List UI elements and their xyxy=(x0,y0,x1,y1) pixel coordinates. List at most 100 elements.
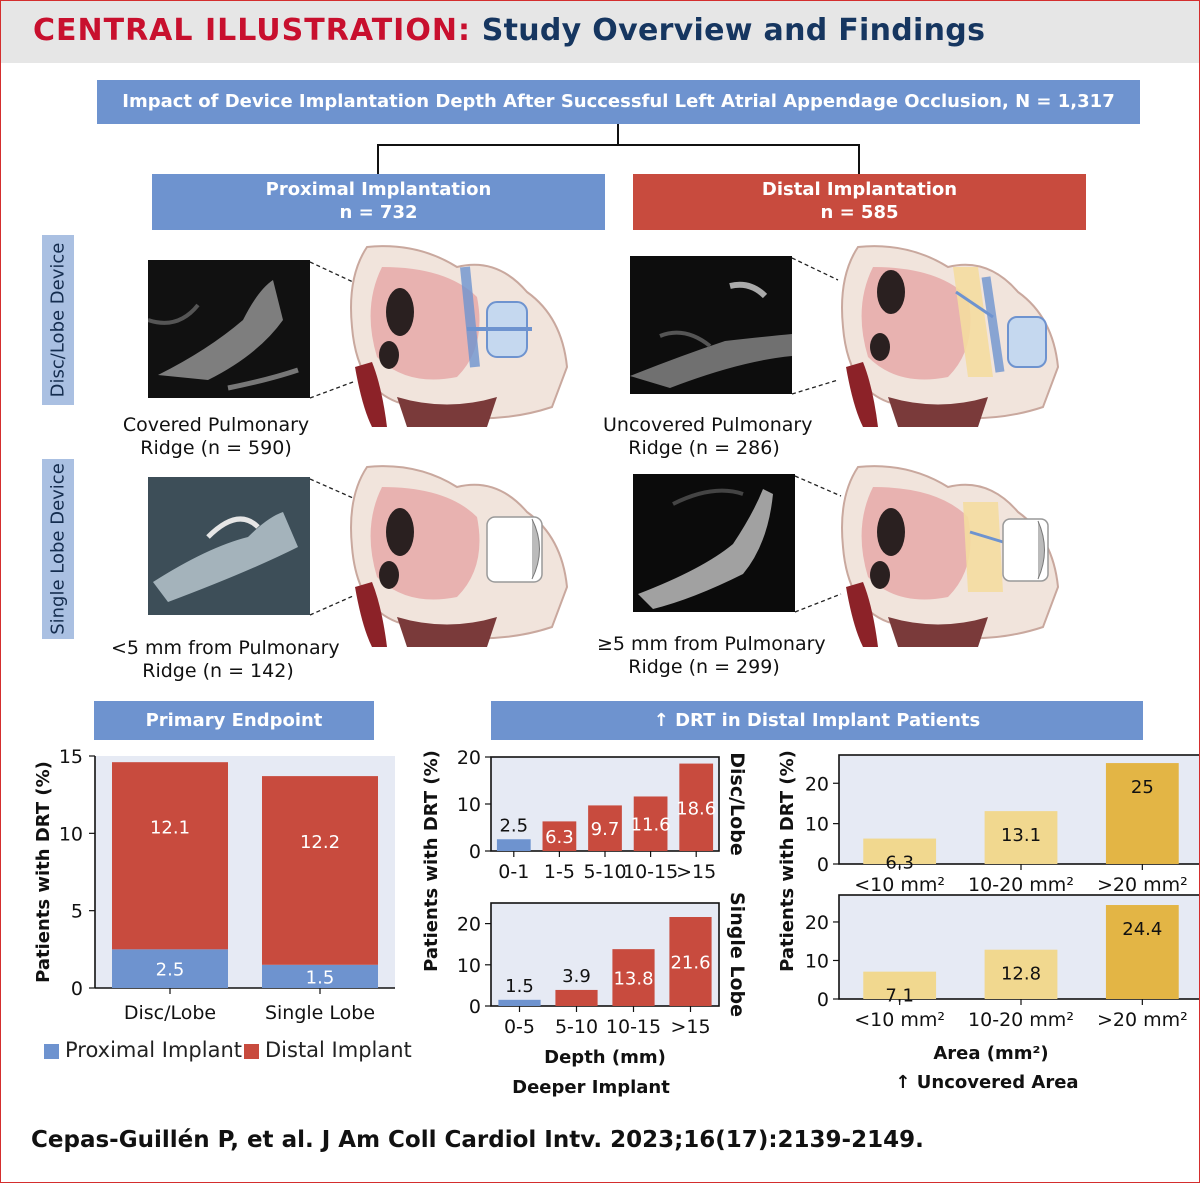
caption-lt5mm: <5 mm from Pulmonary Ridge (n = 142) xyxy=(111,637,340,683)
x-tick-label: >20 mm² xyxy=(1097,874,1188,896)
y-tick-label: 5 xyxy=(71,901,83,923)
x-axis-label: Depth (mm) xyxy=(544,1047,666,1068)
proximal-group-box: Proximal Implantation n = 732 xyxy=(152,174,605,230)
x-tick-label: 10-15 xyxy=(623,861,678,883)
caption-line: ≥5 mm from Pulmonary xyxy=(597,633,826,655)
data-label: 6.3 xyxy=(885,853,914,874)
y-tick-label: 10 xyxy=(805,814,829,836)
legend-swatch-distal xyxy=(244,1043,259,1059)
connector-vertical-top xyxy=(617,124,619,146)
heart-cross-section-illustration xyxy=(350,245,569,427)
y-tick-label: 0 xyxy=(469,841,481,863)
citation: Cepas-Guillén P, et al. J Am Coll Cardio… xyxy=(31,1127,924,1153)
legend-label-distal: Distal Implant xyxy=(265,1038,412,1062)
x-tick-label: <10 mm² xyxy=(854,1009,945,1031)
bar xyxy=(863,838,937,864)
caption-uncovered-ridge: Uncovered Pulmonary Ridge (n = 286) xyxy=(603,414,813,460)
depth-disc-lobe-chart: 0 10 20 2.5 0-1 6.3 1-5 9.7 5-10 11.6 10-15 18.6 >15… xyxy=(457,747,748,883)
data-label: 3.9 xyxy=(562,966,591,987)
data-label: 1.5 xyxy=(306,967,335,988)
bar xyxy=(679,763,714,851)
bar xyxy=(984,811,1058,864)
y-axis-label: Patients with DRT (%) xyxy=(33,761,54,983)
distal-group-title: Distal Implantation xyxy=(761,179,958,200)
y-tick-label: 10 xyxy=(805,950,829,972)
x-tick-label: >20 mm² xyxy=(1097,1009,1188,1031)
echocardiogram-image xyxy=(633,474,795,612)
y-tick-label: 10 xyxy=(457,794,481,816)
y-tick-label: 0 xyxy=(71,978,83,1000)
echocardiogram-image xyxy=(148,260,310,398)
bar xyxy=(498,999,541,1006)
x-axis-label: Area (mm²) xyxy=(933,1043,1048,1064)
x-axis-sublabel: ↑ Uncovered Area xyxy=(895,1072,1078,1093)
echocardiogram-image xyxy=(630,256,792,394)
title-prefix: CENTRAL ILLUSTRATION: xyxy=(33,13,471,48)
x-tick-label: <10 mm² xyxy=(854,874,945,896)
bar xyxy=(262,964,378,988)
heart-cross-section-illustration xyxy=(841,245,1060,427)
data-label: 2.5 xyxy=(156,960,185,981)
legend-proximal: Proximal Implant xyxy=(44,1038,242,1062)
heart-cross-section-illustration xyxy=(350,465,569,647)
data-label: 21.6 xyxy=(670,953,710,974)
panel-label: Single Lobe xyxy=(726,892,748,1017)
caption-line: Covered Pulmonary xyxy=(122,414,310,436)
echocardiogram-image xyxy=(148,477,310,615)
y-tick-label: 20 xyxy=(457,914,481,936)
side-label-disc-lobe: Disc/Lobe Device xyxy=(42,235,74,405)
proximal-group-n: n = 732 xyxy=(339,202,418,223)
y-tick-label: 15 xyxy=(59,746,83,768)
page-title: CENTRAL ILLUSTRATION: Study Overview and… xyxy=(33,13,985,48)
side-label-single-lobe: Single Lobe Device xyxy=(42,459,74,639)
bar xyxy=(633,796,668,851)
bar xyxy=(1105,905,1179,999)
x-tick-label: Disc/Lobe xyxy=(124,1002,216,1024)
bar xyxy=(112,762,228,950)
y-axis-label: Patients with DRT (%) xyxy=(421,750,442,972)
distal-group-box: Distal Implantation n = 585 xyxy=(633,174,1086,230)
x-tick-label: 10-20 mm² xyxy=(968,874,1074,896)
y-tick-label: 20 xyxy=(805,773,829,795)
heart-cross-section-illustration xyxy=(841,465,1060,647)
depth-single-lobe-chart: 0 10 20 1.5 0-5 3.9 5-10 13.8 10-15 21.6 >15 Single… xyxy=(421,750,748,1098)
data-label: 7.1 xyxy=(885,986,914,1007)
legend-label-proximal: Proximal Implant xyxy=(65,1038,242,1062)
bar xyxy=(542,821,577,851)
bar xyxy=(1105,763,1179,864)
x-tick-label: >15 xyxy=(670,1016,710,1038)
caption-line: <5 mm from Pulmonary xyxy=(111,637,340,659)
dashed-connectors xyxy=(309,257,842,616)
x-tick-label: 0-5 xyxy=(504,1016,535,1038)
bar xyxy=(262,776,378,965)
x-tick-label: 5-10 xyxy=(555,1016,598,1038)
connector-right xyxy=(858,144,860,174)
data-label: 11.6 xyxy=(631,815,671,836)
y-tick-label: 20 xyxy=(457,747,481,769)
caption-line: Ridge (n = 590) xyxy=(140,437,292,459)
data-label: 2.5 xyxy=(499,815,528,836)
data-label: 24.4 xyxy=(1122,919,1162,940)
y-axis-label: Patients with DRT (%) xyxy=(777,750,798,972)
data-label: 6.3 xyxy=(545,827,574,848)
caption-line: Ridge (n = 142) xyxy=(142,660,294,682)
data-label: 25 xyxy=(1131,777,1154,798)
title-main: Study Overview and Findings xyxy=(481,13,986,48)
y-tick-label: 20 xyxy=(805,912,829,934)
study-overview-box: Impact of Device Implantation Depth Afte… xyxy=(97,80,1140,124)
x-tick-label: >15 xyxy=(676,861,716,883)
data-label: 12.1 xyxy=(150,817,190,838)
bar xyxy=(112,949,228,988)
bar xyxy=(984,949,1058,999)
drt-header: ↑ DRT in Distal Implant Patients xyxy=(491,701,1143,740)
echo-single-distal-svg xyxy=(638,488,773,609)
bar xyxy=(669,917,712,1006)
y-tick-label: 0 xyxy=(817,854,829,876)
x-tick-label: 1-5 xyxy=(544,861,575,883)
data-label: 18.6 xyxy=(676,798,716,819)
data-label: 13.1 xyxy=(1001,825,1041,846)
data-label: 12.2 xyxy=(300,832,340,853)
caption-line: Uncovered Pulmonary xyxy=(603,414,813,436)
